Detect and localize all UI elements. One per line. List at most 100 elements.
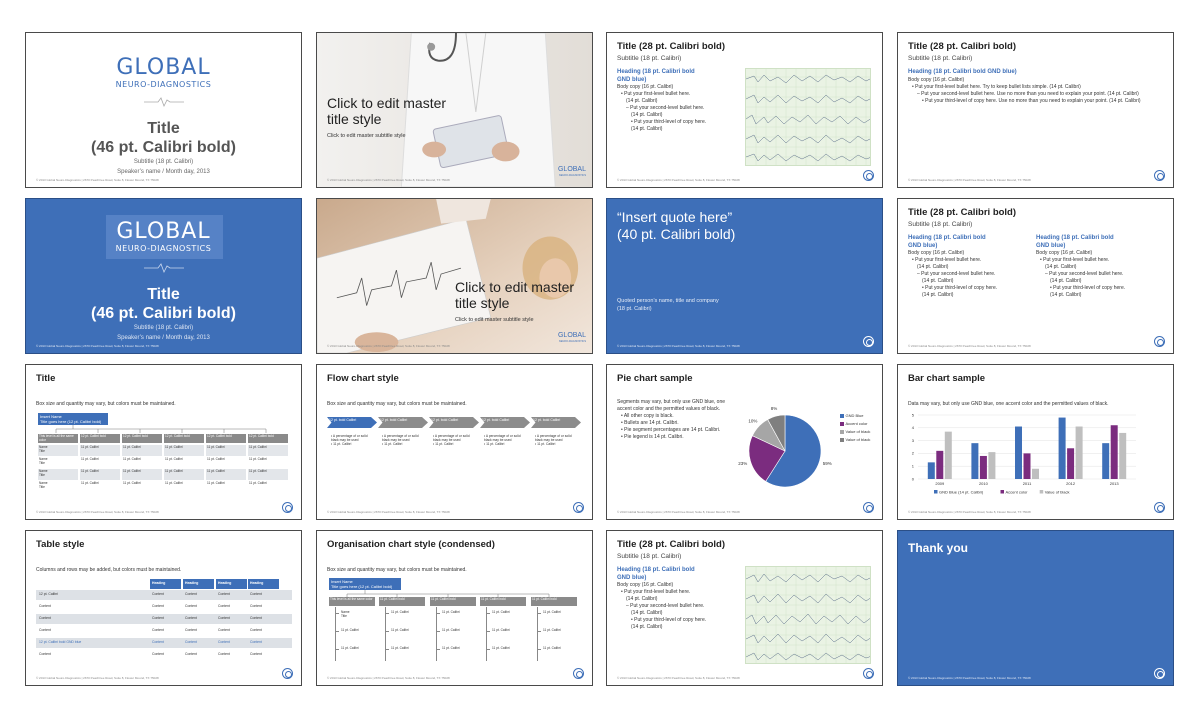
bar [1067,448,1075,479]
org-entry-text: 11 pt. Calibri [391,646,409,650]
org-column-head: 12 pt. Calibri bold [80,434,120,443]
org-cell: 11 pt. Calibri [248,457,288,468]
table-row-label: 12 pt. Calibri bold GND blue [39,640,82,644]
pie-percent-label: 8% [771,406,778,411]
org-cell-line-1: 11 pt. Calibri [123,445,141,449]
org-entry: 11 pt. Calibri [390,646,422,650]
eeg-image [745,566,871,664]
body-column-left: Heading (18 pt. Calibri bold GND blue) Bo… [908,235,998,298]
legend-swatch [1039,490,1044,494]
slide-bar-chart[interactable]: Bar chart sample Data may vary, but only… [897,364,1174,520]
footer: © 2013 Global Neuro-Diagnostics | 2670 P… [908,510,1031,514]
table-row-label: Content [39,604,51,608]
slide-org-chart-condensed[interactable]: Organisation chart style (condensed) Box… [316,530,593,686]
slide-flow-chart[interactable]: Flow chart style Box size and quantity m… [316,364,593,520]
slide-title-blue[interactable]: GLOBAL NEURO-DIAGNOSTICS Title (46 pt. Ca… [25,198,302,354]
bar [1075,426,1083,479]
org-cell-line-1: Name [39,481,48,485]
org-entry-text: 11 pt. Calibri [442,628,460,632]
flow-text: • A percentage of or solid black may be … [331,434,369,446]
table-row-label: 12 pt. Calibri [39,592,59,596]
pie-legend-item: Accent color [840,421,868,426]
table-cell: Content [185,616,197,620]
pie-legend-item: GND Blue [840,413,864,418]
slide-title: Title (46 pt. Calibri bold) [91,120,236,156]
slide-table-style[interactable]: Table style Columns and rows may be adde… [25,530,302,686]
body-copy: Heading (18 pt. Calibri bold GND blue) B… [617,567,707,630]
slide-photo-doctor[interactable]: Click to edit master title style Click to… [316,32,593,188]
slide-content-ecg[interactable]: Title (28 pt. Calibri bold) Subtitle (18… [606,32,883,188]
quote-source: Quoted person’s name, title and company(… [617,298,719,312]
org-cell: 11 pt. Calibri [164,457,204,468]
legend-label: Accent color [1006,489,1029,494]
slide-note: Data may vary, but only use GND blue, on… [908,401,1109,407]
table-cell: Content [218,592,230,596]
org-entry-text: 11 pt. Calibri [341,628,359,632]
org-entry: 11 pt. Calibri [441,646,473,650]
org-entry-text: 11 pt. Calibri [492,628,510,632]
org-column-head: 11 pt. Calibri bold [480,597,526,606]
table-cell: Content [152,616,164,620]
org-column-head: This level is all the same color [38,434,78,443]
body-column-right: Heading (18 pt. Calibri bold GND blue) Bo… [1036,235,1126,298]
slide-pie-chart[interactable]: Pie chart sample Segments may vary, but … [606,364,883,520]
slide-content-ecg-2[interactable]: Title (28 pt. Calibri bold) Subtitle (18… [606,530,883,686]
slide-content-bullets[interactable]: Title (28 pt. Calibri bold) Subtitle (18… [897,32,1174,188]
gnd-seal-icon [863,502,874,513]
bar [1110,425,1118,479]
speaker-line: Speaker’s name / Month day, 2013 [117,169,210,175]
table-cell: Content [185,604,197,608]
org-cell: 11 pt. Calibri [206,469,246,480]
table-cell: Content [250,652,262,656]
slide-title: Organisation chart style (condensed) [327,539,495,550]
org-cell: 11 pt. Calibri [164,469,204,480]
slide-thank-you[interactable]: Thank you © 2013 Global Neuro-Diagnostic… [897,530,1174,686]
flow-arrow: 12 pt. bold Calibri [378,417,428,428]
org-cell-line-1: Name [39,469,48,473]
table-row: 12 pt. Calibri bold GND blue Content Conte… [36,638,292,648]
org-cell: 11 pt. Calibri [122,481,162,492]
bar [971,443,979,479]
pie-notes: Segments may vary, but only use GND blue… [617,399,726,440]
slide-title: Title (28 pt. Calibri bold) [908,207,1017,218]
gnd-seal-icon [573,668,584,679]
org-entry-text: 11 pt. Calibri [543,610,561,614]
org-cell: 11 pt. Calibri [122,445,162,456]
org-column-head: 12 pt. Calibri bold [206,434,246,443]
table-cell: Content [250,640,262,644]
org-cell-line-1: 11 pt. Calibri [249,481,267,485]
org-entry: 11 pt. Calibri [340,646,372,650]
slide-title: Title (28 pt. Calibri bold) [617,539,726,550]
org-entry: 11 pt. Calibri [441,628,473,632]
org-entry-text: 11 pt. Calibri [442,646,460,650]
bar [927,462,935,479]
org-cell-line-1: 11 pt. Calibri [249,445,267,449]
flow-bullet-2: • 11 pt. Calibri [484,442,505,446]
slide-quote[interactable]: “Insert quote here” (40 pt. Calibri bold)… [606,198,883,354]
org-connectors [346,590,550,597]
y-tick-label: 2 [912,451,915,456]
slide-org-chart-expanded[interactable]: Title Box size and quantity may vary, bu… [25,364,302,520]
x-tick-label: 2011 [1023,481,1032,486]
footer: © 2013 Global Neuro-Diagnostics | 2670 P… [327,510,450,514]
table-cell: Content [152,640,164,644]
legend-label: Value of black [845,429,871,434]
org-tick [335,631,339,632]
footer: © 2013 Global Neuro-Diagnostics | 2670 P… [617,510,740,514]
table-row-label: Content [39,628,51,632]
flow-arrow: 12 pt. bold Calibri [531,417,581,428]
org-cell: Name Title [38,457,78,468]
table-cell: Content [218,628,230,632]
org-column-head: 11 pt. Calibri bold [531,597,577,606]
org-cell: 11 pt. Calibri [206,481,246,492]
org-column-lines [537,607,538,661]
slide-title-white[interactable]: GLOBAL NEURO-DIAGNOSTICS Title (46 pt. Ca… [25,32,302,188]
body-copy: Heading (18 pt. Calibri bold GND blue) B… [908,69,1141,104]
bar [1015,426,1022,479]
slide-subtitle: Click to edit master subtitle style [455,317,534,323]
logo-word: GLOBAL [116,55,211,80]
slide-photo-ecg[interactable]: Click to edit master title style Click to… [316,198,593,354]
org-cell: Name Title [38,481,78,492]
slide-two-column[interactable]: Title (28 pt. Calibri bold) Subtitle (18… [897,198,1174,354]
